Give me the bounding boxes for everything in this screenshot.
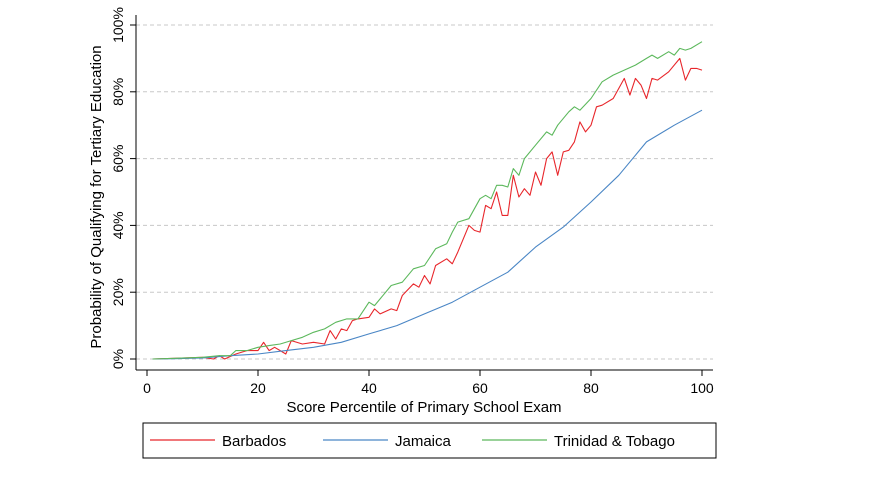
legend: Barbados Jamaica Trinidad & Tobago	[142, 422, 717, 459]
series-line-trinidad-tobago	[152, 41, 703, 360]
x-tick-label: 80	[583, 380, 599, 396]
x-tick-label: 40	[361, 380, 377, 396]
legend-label: Barbados	[222, 433, 286, 450]
y-ticks: 0% 20% 40% 60% 80% 100%	[110, 7, 136, 369]
series-lines	[152, 41, 703, 360]
x-axis-label: Score Percentile of Primary School Exam	[286, 399, 561, 416]
legend-label: Trinidad & Tobago	[554, 433, 675, 450]
x-tick-label: 0	[143, 380, 151, 396]
y-tick-label: 80%	[110, 78, 126, 106]
x-tick-label: 100	[690, 380, 714, 396]
series-line-jamaica	[152, 109, 703, 360]
series-line-barbados	[152, 57, 703, 360]
legend-box	[142, 422, 717, 459]
y-tick-label: 60%	[110, 145, 126, 173]
y-tick-label: 100%	[110, 7, 126, 43]
x-ticks: 0 20 40 60 80 100	[143, 370, 714, 396]
y-tick-label: 20%	[110, 278, 126, 306]
x-tick-label: 60	[472, 380, 488, 396]
y-tick-label: 0%	[110, 349, 126, 369]
y-tick-label: 40%	[110, 211, 126, 239]
x-tick-label: 20	[250, 380, 266, 396]
gridlines	[136, 24, 713, 360]
legend-label: Jamaica	[395, 433, 452, 450]
y-axis-label: Probability of Qualifying for Tertiary E…	[88, 45, 105, 348]
